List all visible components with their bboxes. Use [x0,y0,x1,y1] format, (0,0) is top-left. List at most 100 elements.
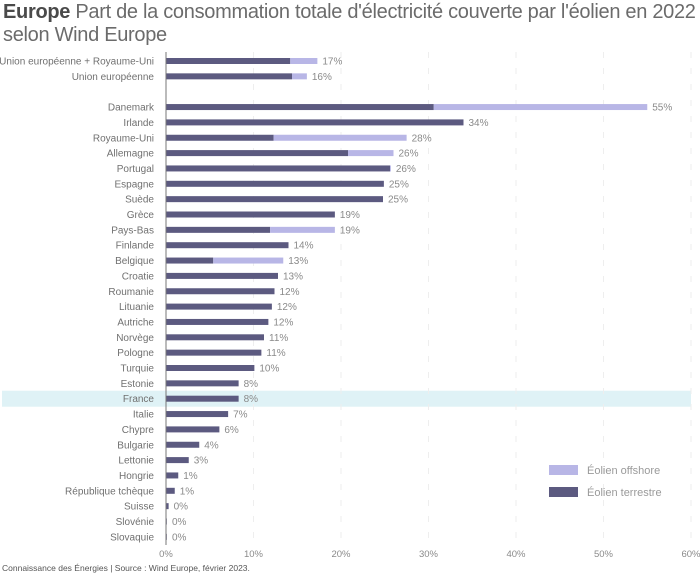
data-label: 0% [172,532,187,543]
bar-onshore [166,472,179,479]
data-label: 4% [204,440,219,451]
bar-onshore [166,165,390,172]
data-label: 11% [269,333,288,344]
bar-offshore [290,58,318,64]
bar-onshore [166,272,278,279]
category-label: Royaume-Uni [93,133,154,144]
category-label: France [123,394,155,405]
data-label: 25% [388,195,408,206]
bar-offshore [213,257,284,264]
category-label: Suisse [124,502,154,513]
bar-onshore [166,487,175,494]
bar-onshore [166,457,189,464]
data-label: 16% [312,72,332,83]
data-label: 19% [340,210,360,221]
footer-source: Connaissance des Énergies | Source : Win… [2,563,250,573]
bar-onshore [166,503,169,510]
bar-onshore [166,365,255,371]
category-label: Roumanie [108,287,154,298]
data-label: 1% [180,486,195,497]
bar-onshore [166,349,262,356]
category-label: Croatie [122,271,155,282]
bar-onshore [166,411,229,418]
category-label: Finlande [116,241,155,252]
data-label: 55% [652,103,672,114]
bar-onshore [166,380,239,387]
highlight-band [2,390,691,407]
category-label: Portugal [117,164,154,175]
data-label: 11% [266,348,285,359]
chart-title: Europe Part de la consommation totale d'… [3,1,698,47]
category-label: Autriche [117,317,154,328]
category-label: Slovaquie [110,532,154,543]
bar-onshore [166,257,214,264]
category-label: Pologne [117,348,154,359]
data-label: 13% [283,271,303,282]
legend: Éolien offshore Éolien terrestre [549,464,662,499]
category-label: Suède [125,195,154,206]
data-label: 13% [288,256,308,267]
category-label: Slovénie [116,517,155,528]
label-layer: Union européenne + Royaume-Uni 17% Union e… [0,57,672,544]
x-tick-label: 10% [244,549,264,560]
data-label: 7% [233,410,248,421]
category-label: Irlande [123,118,154,129]
data-label: 12% [273,317,293,328]
bar-onshore [166,303,272,310]
data-label: 10% [259,364,279,375]
data-label: 19% [340,225,360,236]
bar-onshore [166,426,220,433]
legend-swatch-onshore [549,487,578,497]
bar-onshore [166,73,292,80]
category-label: Espagne [115,179,155,190]
data-label: 3% [194,456,209,467]
bar-onshore [166,441,200,448]
bar-layer [166,58,648,540]
grid-layer [253,52,692,545]
data-label: 26% [396,164,416,175]
bar-onshore [166,180,384,187]
category-label: Belgique [115,256,154,267]
bar-offshore [390,165,391,172]
category-label: Union européenne [72,72,155,83]
bar-onshore [166,226,271,233]
legend-label-onshore: Éolien terrestre [587,486,662,499]
data-label: 28% [412,133,432,144]
category-label: République tchèque [65,486,154,497]
category-label: Norvège [116,333,154,344]
bar-offshore [348,150,394,157]
legend-label-offshore: Éolien offshore [587,464,660,477]
bar-offshore [433,104,648,111]
bar-offshore [273,134,407,141]
category-label: Pays-Bas [111,225,154,236]
bar-onshore [166,211,335,218]
bar-onshore [166,318,269,325]
data-label: 8% [244,379,259,390]
data-label: 8% [244,394,259,405]
data-label: 25% [389,179,409,190]
x-tick-label: 50% [594,549,614,560]
data-label: 0% [172,517,187,528]
data-label: 12% [277,302,297,313]
legend-swatch-offshore [549,465,578,475]
data-label: 17% [322,57,342,68]
category-label: Union européenne + Royaume-Uni [0,57,154,68]
data-label: 0% [174,502,189,513]
data-label: 6% [224,425,239,436]
chart-title-strong: Europe [3,1,71,23]
bar-onshore [166,196,383,203]
category-label: Lettonie [118,456,154,467]
bar-onshore [166,334,264,341]
x-tick-label: 30% [419,549,439,560]
bar-onshore [166,150,348,157]
x-axis-ticks: 0% 10% 20% 30% 40% 50% 60% [159,549,700,560]
x-tick-label: 0% [159,549,173,560]
chart-title-rest: Part de la consommation totale d'électri… [3,1,696,46]
data-label: 14% [294,241,314,252]
data-label: 12% [280,287,300,298]
category-label: Grèce [127,210,155,221]
bar-onshore [166,288,275,295]
bar-onshore [166,119,464,126]
data-label: 1% [183,471,198,482]
highlight-layer [2,390,691,407]
